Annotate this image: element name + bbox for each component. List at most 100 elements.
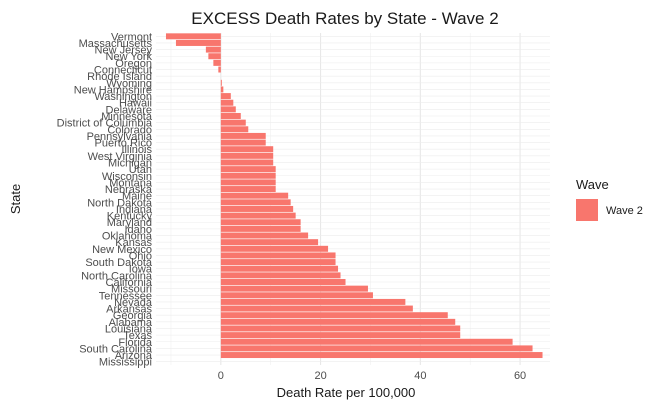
y-tick-label: Rhode Island xyxy=(87,71,152,83)
y-tick-label: Idaho xyxy=(124,224,152,236)
bar-idaho xyxy=(220,225,301,232)
y-tick-label: Wisconsin xyxy=(102,171,152,183)
bar-wyoming xyxy=(220,79,222,86)
y-tick-label: District of Columbia xyxy=(57,118,153,130)
y-tick-label: North Dakota xyxy=(87,197,153,209)
bar-louisiana xyxy=(220,325,461,332)
x-axis-title: Death Rate per 100,000 xyxy=(277,385,416,400)
bar-south-dakota xyxy=(220,259,336,266)
y-tick-label: Iowa xyxy=(129,264,153,276)
y-tick-label: North Carolina xyxy=(81,270,153,282)
bar-georgia xyxy=(220,312,448,319)
bar-washington xyxy=(220,93,231,100)
legend-title: Wave xyxy=(576,177,609,192)
y-axis-title: State xyxy=(8,184,23,214)
y-tick-label: Kentucky xyxy=(107,211,153,223)
y-tick-label: Puerto Rico xyxy=(95,138,152,150)
y-tick-label: New Hampshire xyxy=(74,84,152,96)
y-tick-label: Mississippi xyxy=(99,357,152,369)
bar-new-jersey xyxy=(205,46,221,53)
y-tick-label: Arizona xyxy=(115,350,153,362)
bar-colorado xyxy=(220,126,249,133)
bar-florida xyxy=(220,338,513,345)
bar-nebraska xyxy=(220,186,276,193)
y-tick-label: Colorado xyxy=(107,124,152,136)
x-tick-labels: 0 20 40 60 xyxy=(218,370,526,382)
legend: Wave Wave 2 xyxy=(576,177,643,221)
bar-michigan xyxy=(220,159,274,166)
y-tick-label: Louisiana xyxy=(105,323,153,335)
bar-tennessee xyxy=(220,292,373,299)
bar-illinois xyxy=(220,146,274,153)
y-tick-label: Wyoming xyxy=(106,78,152,90)
y-tick-label: Oregon xyxy=(115,58,152,70)
y-tick-label: Oklahoma xyxy=(102,231,153,243)
bar-iowa xyxy=(220,265,339,272)
y-tick-label: Hawaii xyxy=(119,98,152,110)
x-tick-label: 40 xyxy=(414,370,426,382)
y-tick-label: California xyxy=(106,277,153,289)
y-tick-label: Arkansas xyxy=(106,304,152,316)
bar-wisconsin xyxy=(220,172,276,179)
y-tick-label: South Carolina xyxy=(79,343,153,355)
bar-maine xyxy=(220,192,289,199)
y-tick-label: Illinois xyxy=(121,144,152,156)
bar-connecticut xyxy=(218,66,221,73)
bar-vermont xyxy=(165,33,221,40)
bar-oklahoma xyxy=(220,232,309,239)
grid xyxy=(156,33,550,365)
bar-utah xyxy=(220,166,276,173)
y-tick-label: Kansas xyxy=(115,237,152,249)
y-tick-label: West Virginia xyxy=(88,151,153,163)
y-tick-label: Maryland xyxy=(107,217,152,229)
x-tick-label: 20 xyxy=(314,370,326,382)
y-tick-label: Nevada xyxy=(114,297,153,309)
bar-north-carolina xyxy=(220,272,341,279)
bar-nevada xyxy=(220,298,406,305)
bar-texas xyxy=(220,332,461,339)
bar-minnesota xyxy=(220,113,241,119)
y-tick-label: Pennsylvania xyxy=(87,131,153,143)
y-tick-label: Vermont xyxy=(111,31,152,43)
bar-new-hampshire xyxy=(220,86,224,93)
y-tick-label: New York xyxy=(106,51,153,63)
y-tick-label: Texas xyxy=(123,330,152,342)
y-tick-label: Alabama xyxy=(109,317,153,329)
bar-district-of-columbia xyxy=(220,119,246,126)
bar-massachusetts xyxy=(175,39,221,46)
bar-kentucky xyxy=(220,212,296,219)
bar-kansas xyxy=(220,239,319,246)
bars xyxy=(165,33,543,359)
bar-ohio xyxy=(220,252,336,259)
y-tick-label: Massachusetts xyxy=(79,38,153,50)
bar-arizona xyxy=(220,352,543,359)
bar-montana xyxy=(220,179,276,186)
bar-indiana xyxy=(220,205,294,212)
bar-north-dakota xyxy=(220,199,291,206)
y-tick-label: Montana xyxy=(109,177,153,189)
y-tick-label: Missouri xyxy=(111,284,152,296)
y-tick-label: Ohio xyxy=(129,250,152,262)
bar-new-york xyxy=(208,53,221,60)
bar-hawaii xyxy=(220,99,234,106)
bar-south-carolina xyxy=(220,345,533,352)
y-tick-label: Minnesota xyxy=(101,111,153,123)
y-tick-label: Florida xyxy=(118,337,153,349)
y-tick-label: New Jersey xyxy=(95,45,153,57)
legend-swatch-wave-2 xyxy=(576,199,598,221)
x-tick-label: 60 xyxy=(514,370,526,382)
bar-missouri xyxy=(220,285,368,292)
bar-california xyxy=(220,279,346,285)
y-tick-label: Washington xyxy=(94,91,152,103)
y-tick-label: Nebraska xyxy=(105,184,153,196)
y-tick-label: Utah xyxy=(129,164,152,176)
bar-pennsylvania xyxy=(220,132,266,139)
bar-west-virginia xyxy=(220,152,274,159)
y-tick-label: Michigan xyxy=(108,157,152,169)
y-tick-label: Indiana xyxy=(116,204,153,216)
bar-puerto-rico xyxy=(220,139,266,146)
x-tick-label: 0 xyxy=(218,370,224,382)
y-tick-label: South Dakota xyxy=(85,257,153,269)
